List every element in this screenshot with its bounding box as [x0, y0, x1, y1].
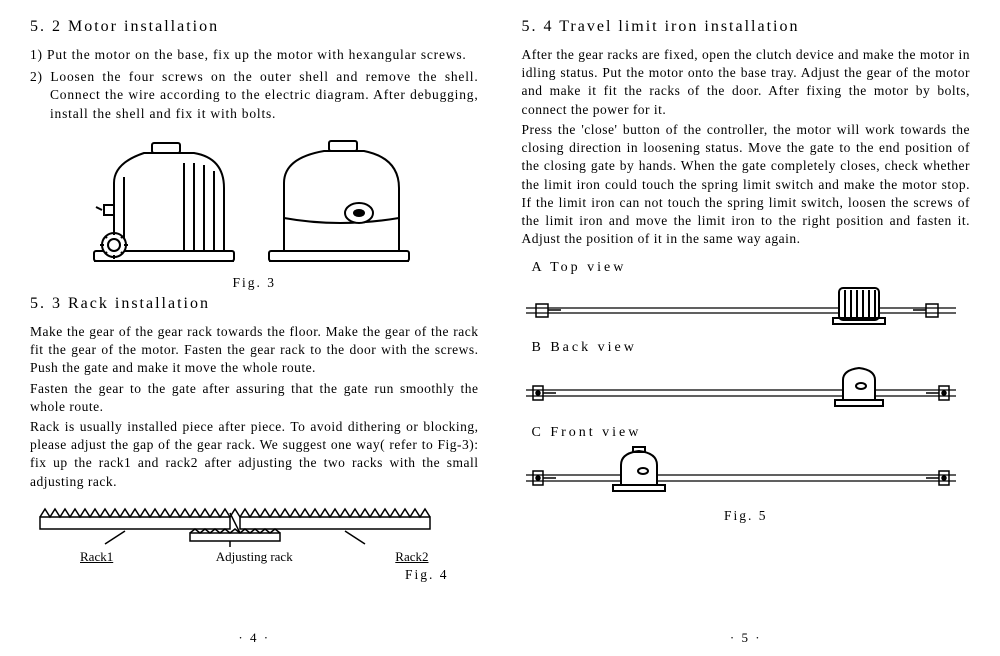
label-view-b: B Back view: [531, 340, 970, 356]
step-1: 1) Put the motor on the base, fix up the…: [30, 46, 479, 64]
rack-labels: Rack1 Adjusting rack Rack2: [30, 549, 479, 565]
figure-4: Rack1 Adjusting rack Rack2: [30, 499, 479, 565]
heading-5-2: 5. 2 Motor installation: [30, 18, 479, 36]
s54-p2: Press the 'close' button of the controll…: [521, 121, 970, 249]
fig5-back-view: [521, 360, 961, 415]
fig5-caption: Fig. 5: [521, 508, 970, 524]
figure-3: [30, 133, 479, 273]
left-page: 5. 2 Motor installation 1) Put the motor…: [30, 18, 499, 646]
label-rack2: Rack2: [323, 549, 429, 565]
fig3-caption: Fig. 3: [30, 275, 479, 291]
heading-5-4: 5. 4 Travel limit iron installation: [521, 18, 970, 36]
fig4-caption: Fig. 4: [30, 567, 479, 583]
fig3-svg: [74, 133, 434, 273]
s53-p3: Rack is usually installed piece after pi…: [30, 418, 479, 491]
s54-p1: After the gear racks are fixed, open the…: [521, 46, 970, 119]
fig5-front-view: [521, 445, 961, 500]
s53-p2: Fasten the gear to the gate after assuri…: [30, 380, 479, 416]
label-view-c: C Front view: [531, 425, 970, 441]
heading-5-3: 5. 3 Rack installation: [30, 295, 479, 313]
right-page: 5. 4 Travel limit iron installation Afte…: [501, 18, 970, 646]
page-number-4: · 4 ·: [30, 624, 479, 646]
s53-p1: Make the gear of the gear rack towards t…: [30, 323, 479, 378]
page-number-5: · 5 ·: [521, 624, 970, 646]
label-view-a: A Top view: [531, 260, 970, 276]
step-2: 2) Loosen the four screws on the outer s…: [30, 68, 479, 123]
label-rack1: Rack1: [80, 549, 186, 565]
fig5-top-view: [521, 280, 961, 330]
fig4-svg: [30, 499, 450, 549]
label-adjusting-rack: Adjusting rack: [186, 549, 323, 565]
